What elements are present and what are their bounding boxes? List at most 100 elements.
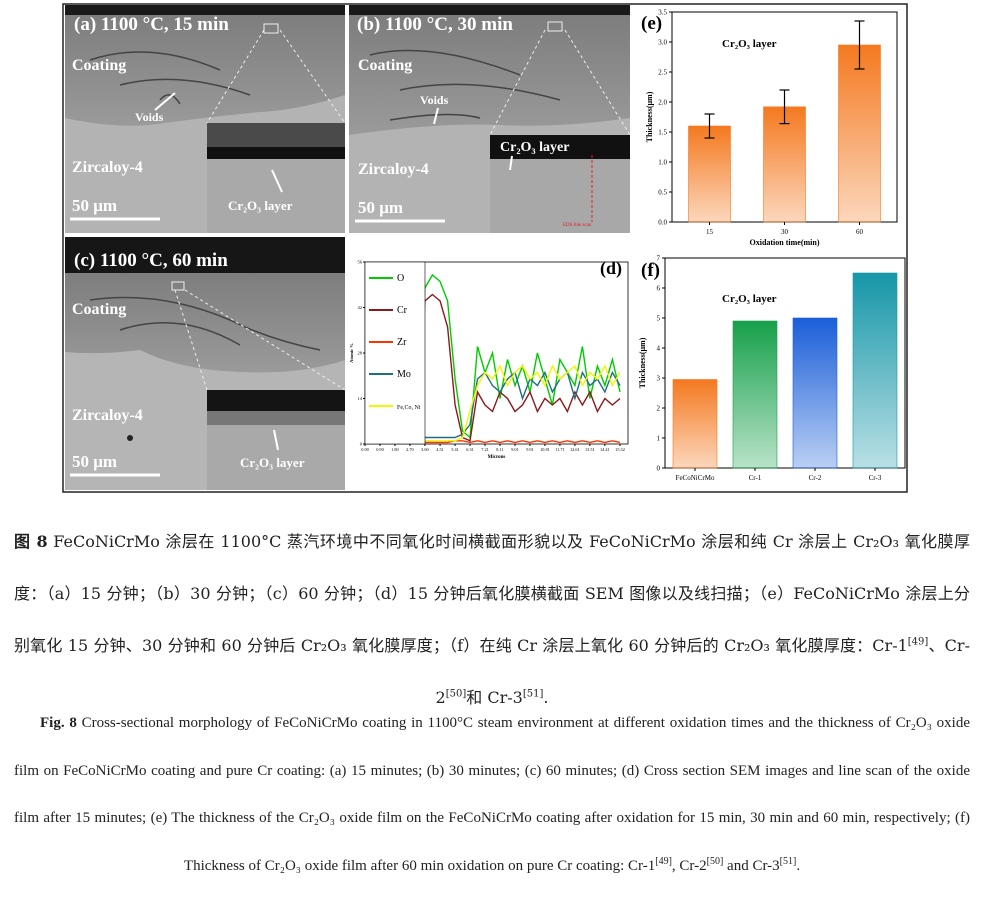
x-tick-label: 11.71 xyxy=(555,447,565,452)
y-tick-label: 0 xyxy=(360,442,363,447)
coating-label: Coating xyxy=(358,57,412,74)
caption-label: 图 8 xyxy=(14,532,48,551)
x-axis-label: Oxidation time(min) xyxy=(750,238,820,247)
citation: [50] xyxy=(706,855,724,867)
y-tick-label: 4 xyxy=(657,345,661,353)
x-tick-label: 2.70 xyxy=(406,447,414,452)
series-line xyxy=(416,293,621,442)
legend-label: Fe,Co, Ni xyxy=(397,405,421,411)
y-tick-label: 3.5 xyxy=(658,9,667,17)
y-axis-label: Thickness(μm) xyxy=(645,91,654,142)
error-bar xyxy=(779,89,790,125)
chart-d: 0 14 28 42 56 0.00 0.90 1.80 2.70 3.60 4.51 5.41 6.3… xyxy=(349,252,630,490)
y-tick-label: 2.0 xyxy=(658,99,667,107)
x-tick-label: 12.61 xyxy=(570,447,580,452)
citation: [50] xyxy=(445,688,467,700)
y-axis-label: Atomic % xyxy=(349,343,354,363)
y-tick-label: 1 xyxy=(657,435,661,443)
voids-label: Voids xyxy=(135,110,164,124)
legend-label: O xyxy=(397,273,404,284)
legend-label: Cr xyxy=(397,305,408,316)
bar xyxy=(688,125,731,223)
x-tick-label: 5.41 xyxy=(451,447,459,452)
sem-panel-a: (a) 1100 °C, 15 min Coating Voids Zircal… xyxy=(65,5,346,233)
panel-label: (e) xyxy=(641,13,662,34)
plot-frame xyxy=(664,257,906,469)
error-bar xyxy=(854,20,865,70)
caption-text: . xyxy=(543,688,549,707)
y-tick-label: 0.0 xyxy=(658,219,667,227)
caption-text: . xyxy=(796,857,801,874)
panel-label: (d) xyxy=(600,258,622,279)
caption-text: Cross-sectional morphology of FeCoNiCrMo… xyxy=(14,715,970,874)
error-bar xyxy=(704,113,715,139)
bar xyxy=(672,379,718,469)
caption-label: Fig. 8 xyxy=(40,715,77,731)
legend-box xyxy=(364,261,426,445)
scale-bar-label: 50 μm xyxy=(72,452,117,471)
x-tick-label: 1.80 xyxy=(391,447,399,452)
y-tick-label: 28 xyxy=(358,351,363,356)
y-tick-label: 14 xyxy=(358,396,363,401)
annotation: Cr₂O₃ layer xyxy=(722,293,777,305)
annotation: Cr₂O₃ layer xyxy=(722,38,777,50)
substrate-label: Zircaloy-4 xyxy=(72,407,143,424)
caption-text: and Cr-3 xyxy=(723,857,780,874)
x-tick-label: 10.81 xyxy=(540,447,550,452)
x-axis-label: Microns xyxy=(488,455,506,460)
y-tick-label: 1.5 xyxy=(658,129,667,137)
x-tick-label: 60 xyxy=(856,228,864,236)
panel-label: (f) xyxy=(641,260,660,281)
y-tick-label: 7 xyxy=(657,255,661,263)
line-scan-label: EDS line scan xyxy=(563,223,592,228)
citation: [49] xyxy=(655,855,672,867)
x-tick-label: FeCoNiCrMo xyxy=(676,474,715,482)
caption-zh: 图 8 FeCoNiCrMo 涂层在 1100°C 蒸汽环境中不同氧化时间横截面… xyxy=(14,516,970,724)
panel-label: (c) 1100 °C, 60 min xyxy=(74,250,228,271)
voids-label: Voids xyxy=(420,93,449,107)
panel-label: (b) 1100 °C, 30 min xyxy=(357,14,513,35)
x-tick-label: 13.51 xyxy=(585,447,595,452)
x-tick-label: 9.91 xyxy=(526,447,534,452)
y-tick-label: 5 xyxy=(657,315,661,323)
caption-en: Fig. 8 Cross-sectional morphology of FeC… xyxy=(14,700,970,890)
y-tick-label: 42 xyxy=(358,305,363,310)
x-tick-label: 7.21 xyxy=(481,447,489,452)
inset-label: Cr₂O₃ layer xyxy=(228,198,293,213)
x-tick-label: 0.00 xyxy=(361,447,369,452)
coating-label: Coating xyxy=(72,57,126,74)
x-tick-label: 6.31 xyxy=(466,447,474,452)
citation: [51] xyxy=(779,855,797,867)
x-tick-label: 4.51 xyxy=(436,447,444,452)
bar xyxy=(763,106,806,223)
x-tick-label: 15 xyxy=(706,228,714,236)
y-tick-label: 0.5 xyxy=(658,189,667,197)
y-tick-label: 2 xyxy=(657,405,661,413)
scale-bar-label: 50 μm xyxy=(72,196,117,215)
series-line xyxy=(417,440,621,444)
x-tick-label: 3.60 xyxy=(421,447,429,452)
x-tick-label: 8.11 xyxy=(496,447,503,452)
citation: [49] xyxy=(907,636,929,648)
x-tick-label: Cr-2 xyxy=(809,474,822,482)
x-tick-label: 9.01 xyxy=(511,447,519,452)
caption-text: FeCoNiCrMo 涂层在 1100°C 蒸汽环境中不同氧化时间横截面形貌以及… xyxy=(14,532,970,655)
x-tick-label: Cr-3 xyxy=(869,474,882,482)
chart-e: 0.0 0.5 1.0 1.5 2.0 2.5 3.0 3.5 15 30 60 Oxidation … xyxy=(633,5,905,250)
caption-text: , Cr-2 xyxy=(671,857,707,874)
y-tick-label: 3.0 xyxy=(658,39,667,47)
x-tick-label: 30 xyxy=(781,228,789,236)
panel-label: (a) 1100 °C, 15 min xyxy=(74,14,229,35)
figure: (a) 1100 °C, 15 min Coating Voids Zircal… xyxy=(62,3,908,493)
substrate-label: Zircaloy-4 xyxy=(358,161,429,178)
inset-label: Cr₂O₃ layer xyxy=(240,455,305,470)
sem-panel-b: (b) 1100 °C, 30 min Coating Voids Zircal… xyxy=(349,5,631,233)
y-tick-label: 1.0 xyxy=(658,159,667,167)
bar xyxy=(852,272,898,469)
y-tick-label: 56 xyxy=(358,260,363,265)
x-tick-label: 14.41 xyxy=(600,447,610,452)
chart-f: 0 1 2 3 4 5 6 7 FeCoNiCrMo Cr-1 Cr-2 Cr-3 Thickness(… xyxy=(633,252,906,490)
y-tick-label: 0 xyxy=(657,465,661,473)
y-axis-label: Thickness(μm) xyxy=(638,337,647,388)
